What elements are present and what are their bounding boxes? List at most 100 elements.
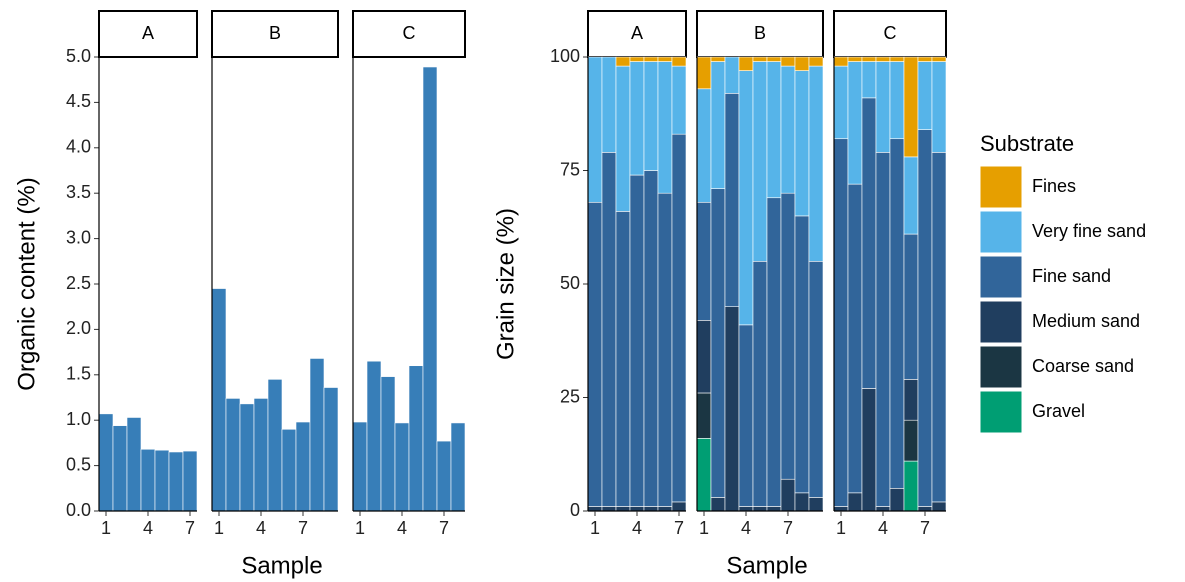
- bar-segment: [629, 56, 645, 62]
- y-axis-title: Grain size (%): [492, 208, 519, 360]
- bar: [126, 417, 142, 512]
- y-tick-label: 25: [560, 386, 580, 406]
- x-tick-label: 1: [699, 518, 709, 538]
- bar-segment: [615, 211, 631, 507]
- bar-segment: [643, 506, 659, 512]
- bar-segment: [696, 201, 712, 321]
- x-tick-label: 4: [632, 518, 642, 538]
- facet-label: C: [403, 23, 416, 43]
- bar-segment: [587, 56, 603, 203]
- bar-segment: [671, 501, 687, 512]
- bar-segment: [738, 506, 754, 512]
- bar-segment: [696, 88, 712, 203]
- y-tick-label: 3.5: [66, 182, 91, 202]
- x-tick-label: 4: [143, 518, 153, 538]
- legend-label: Medium sand: [1032, 311, 1140, 331]
- bar: [408, 365, 424, 512]
- bar-segment: [808, 497, 824, 512]
- y-tick-label: 3.0: [66, 227, 91, 247]
- bar-segment: [587, 506, 603, 512]
- bar-segment: [861, 61, 877, 99]
- y-tick-label: 50: [560, 273, 580, 293]
- bar: [154, 449, 170, 512]
- y-tick-label: 75: [560, 159, 580, 179]
- bar-segment: [629, 174, 645, 507]
- bar-segment: [794, 70, 810, 217]
- bar-segment: [903, 156, 919, 235]
- bar-segment: [808, 65, 824, 262]
- bar-segment: [752, 506, 768, 512]
- bar-segment: [794, 56, 810, 71]
- bar-segment: [615, 56, 631, 67]
- y-tick-label: 2.5: [66, 273, 91, 293]
- bar-segment: [903, 379, 919, 421]
- y-tick-label: 2.0: [66, 318, 91, 338]
- bar-segment: [710, 497, 726, 512]
- bar: [352, 421, 368, 512]
- x-tick-label: 1: [101, 518, 111, 538]
- x-tick-label: 1: [214, 518, 224, 538]
- bar-segment: [875, 152, 891, 507]
- bar-segment: [587, 201, 603, 507]
- bar-segment: [643, 56, 659, 62]
- bar-segment: [766, 506, 782, 512]
- bar-segment: [752, 56, 768, 62]
- bar-segment: [931, 152, 947, 503]
- legend-label: Very fine sand: [1032, 221, 1146, 241]
- bar-segment: [780, 65, 796, 194]
- bar-segment: [875, 56, 891, 62]
- bar-segment: [738, 70, 754, 326]
- x-tick-label: 1: [836, 518, 846, 538]
- bar-segment: [903, 233, 919, 380]
- bar-segment: [696, 438, 712, 512]
- bar-segment: [931, 61, 947, 153]
- bar-segment: [903, 460, 919, 512]
- y-tick-label: 5.0: [66, 46, 91, 66]
- bar-segment: [917, 61, 933, 130]
- bar-segment: [889, 61, 905, 140]
- bar-segment: [833, 138, 849, 507]
- bar: [211, 288, 227, 512]
- facet-label: C: [884, 23, 897, 43]
- bar-segment: [696, 56, 712, 90]
- facet-label: A: [631, 23, 643, 43]
- bar: [380, 376, 396, 512]
- bar-segment: [629, 506, 645, 512]
- bar-segment: [657, 506, 673, 512]
- bar-segment: [780, 56, 796, 67]
- x-tick-label: 7: [920, 518, 930, 538]
- x-tick-label: 4: [741, 518, 751, 538]
- bar-segment: [889, 56, 905, 62]
- x-tick-label: 7: [674, 518, 684, 538]
- x-tick-label: 7: [298, 518, 308, 538]
- bar-segment: [917, 56, 933, 62]
- bar-segment: [601, 152, 617, 507]
- bar-segment: [903, 419, 919, 462]
- legend-key: [979, 165, 1023, 209]
- legend-label: Fine sand: [1032, 266, 1111, 286]
- bar-segment: [889, 487, 905, 512]
- bar-segment: [710, 56, 726, 62]
- bar-segment: [643, 61, 659, 171]
- bar-segment: [931, 56, 947, 62]
- bar-segment: [794, 492, 810, 512]
- facet-strip: [211, 10, 339, 58]
- bar-segment: [847, 56, 863, 62]
- x-tick-label: 4: [878, 518, 888, 538]
- bar: [422, 66, 438, 512]
- legend-label: Coarse sand: [1032, 356, 1134, 376]
- y-tick-label: 4.0: [66, 137, 91, 157]
- bar-segment: [861, 388, 877, 512]
- bar-segment: [833, 506, 849, 512]
- bar-segment: [671, 65, 687, 135]
- facet-strip: [352, 10, 466, 58]
- bar: [98, 413, 114, 512]
- bar-segment: [780, 478, 796, 512]
- bar: [112, 425, 128, 512]
- x-tick-label: 7: [783, 518, 793, 538]
- bar-segment: [766, 197, 782, 507]
- x-tick-label: 7: [439, 518, 449, 538]
- bar-segment: [724, 93, 740, 308]
- bar-segment: [601, 56, 617, 153]
